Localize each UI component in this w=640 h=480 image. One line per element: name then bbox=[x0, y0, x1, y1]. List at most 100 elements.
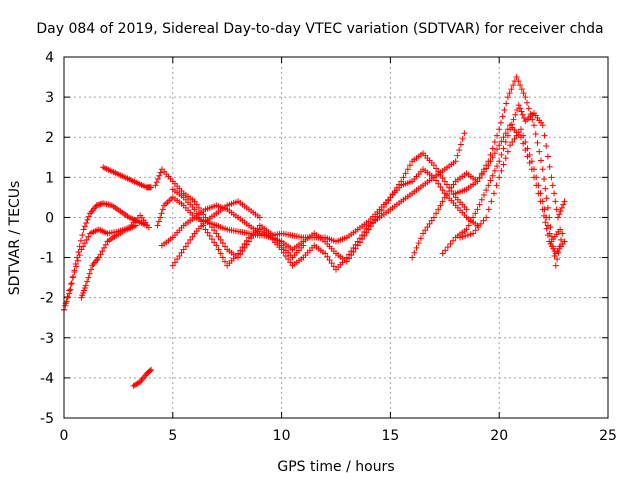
data-point bbox=[439, 187, 446, 194]
data-point bbox=[86, 270, 93, 277]
data-point bbox=[500, 145, 507, 152]
data-point bbox=[80, 226, 87, 233]
data-point bbox=[330, 263, 337, 270]
data-point bbox=[446, 187, 453, 194]
data-point bbox=[95, 254, 102, 261]
data-point bbox=[450, 237, 457, 244]
data-point bbox=[152, 182, 159, 189]
data-point bbox=[435, 180, 442, 187]
data-point bbox=[400, 174, 407, 181]
data-point bbox=[517, 82, 524, 89]
data-point bbox=[84, 278, 91, 285]
data-point bbox=[543, 225, 550, 232]
data-point bbox=[76, 252, 83, 259]
data-point bbox=[193, 201, 200, 208]
series-track-c bbox=[78, 222, 139, 301]
data-point bbox=[554, 214, 561, 221]
data-point bbox=[217, 250, 224, 257]
data-point bbox=[67, 281, 74, 288]
data-point bbox=[511, 135, 518, 142]
data-point bbox=[522, 94, 529, 101]
data-point bbox=[85, 274, 92, 281]
data-point bbox=[497, 119, 504, 126]
data-point bbox=[239, 248, 246, 255]
data-point bbox=[507, 142, 514, 149]
data-point bbox=[147, 367, 154, 374]
data-point bbox=[520, 90, 527, 97]
data-point bbox=[169, 262, 176, 269]
data-point bbox=[500, 134, 507, 141]
data-point bbox=[541, 132, 548, 139]
data-point bbox=[496, 126, 503, 133]
data-point bbox=[543, 195, 550, 202]
data-point bbox=[217, 236, 224, 243]
data-point bbox=[413, 244, 420, 251]
data-point bbox=[99, 248, 106, 255]
data-point bbox=[78, 246, 85, 253]
data-point bbox=[496, 174, 503, 181]
data-point bbox=[501, 106, 508, 113]
data-point bbox=[553, 206, 560, 213]
data-point bbox=[79, 232, 86, 239]
series-track-e bbox=[130, 366, 155, 389]
data-point bbox=[148, 184, 155, 191]
data-point bbox=[543, 214, 550, 221]
data-point bbox=[539, 166, 546, 173]
data-point bbox=[404, 166, 411, 173]
data-point bbox=[485, 158, 492, 165]
data-point bbox=[83, 220, 90, 227]
data-point bbox=[154, 222, 161, 229]
data-point bbox=[470, 214, 477, 221]
data-point bbox=[443, 181, 450, 188]
data-point bbox=[354, 238, 361, 245]
data-point bbox=[491, 150, 498, 157]
data-point bbox=[480, 166, 487, 173]
data-point bbox=[541, 175, 548, 182]
data-point bbox=[463, 226, 470, 233]
data-point bbox=[195, 204, 202, 211]
data-point bbox=[420, 230, 427, 237]
data-point bbox=[513, 132, 520, 139]
data-point bbox=[80, 243, 87, 250]
data-point bbox=[433, 210, 440, 217]
data-point bbox=[517, 105, 524, 112]
data-point bbox=[452, 158, 459, 165]
data-point bbox=[380, 204, 387, 211]
data-point bbox=[536, 148, 543, 155]
data-point bbox=[174, 256, 181, 263]
y-axis-label: SDTVAR / TECUs bbox=[7, 181, 23, 296]
data-point bbox=[285, 256, 292, 263]
data-point bbox=[426, 220, 433, 227]
data-point bbox=[206, 220, 213, 227]
data-point bbox=[68, 280, 75, 287]
data-point bbox=[198, 208, 205, 215]
data-point bbox=[556, 243, 563, 250]
data-point bbox=[557, 226, 564, 233]
x-tick-label: 15 bbox=[381, 428, 399, 444]
y-tick-label: 2 bbox=[45, 130, 54, 146]
data-point bbox=[470, 230, 477, 237]
data-point bbox=[391, 187, 398, 194]
data-point bbox=[83, 236, 90, 243]
data-point bbox=[346, 251, 353, 258]
data-point bbox=[558, 204, 565, 211]
data-point bbox=[456, 147, 463, 154]
data-point bbox=[430, 214, 437, 221]
data-point bbox=[542, 185, 549, 192]
data-point bbox=[494, 163, 501, 170]
data-point bbox=[522, 139, 529, 146]
y-tick-label: -1 bbox=[40, 251, 54, 267]
data-point bbox=[428, 217, 435, 224]
data-point bbox=[491, 167, 498, 174]
data-point bbox=[132, 222, 139, 229]
data-point bbox=[383, 200, 390, 207]
data-point bbox=[235, 254, 242, 261]
data-point bbox=[487, 177, 494, 184]
data-point bbox=[535, 182, 542, 189]
data-point bbox=[531, 166, 538, 173]
data-point bbox=[189, 233, 196, 240]
data-point bbox=[504, 132, 511, 139]
data-point bbox=[463, 206, 470, 213]
data-point bbox=[561, 238, 568, 245]
